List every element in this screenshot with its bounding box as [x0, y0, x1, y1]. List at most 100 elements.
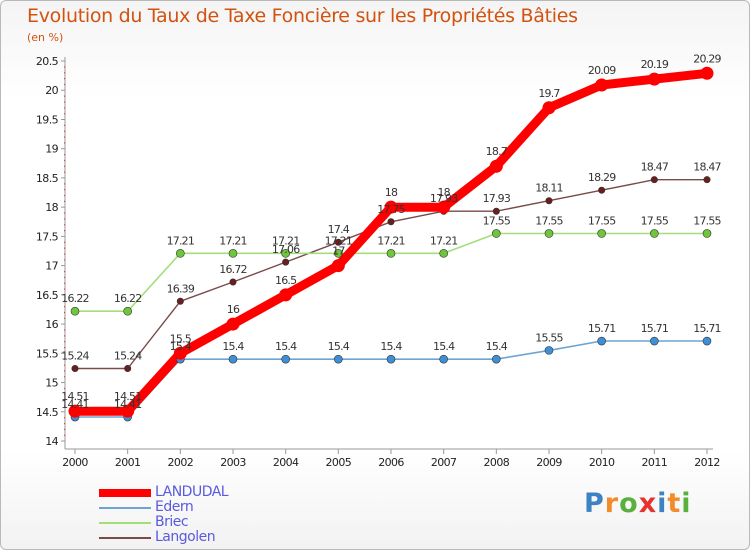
data-label: 17.55 [588, 214, 616, 227]
x-tick-label: 2012 [694, 456, 720, 469]
data-label: 15.4 [486, 340, 508, 353]
y-minor-tick [64, 422, 66, 425]
proxiti-logo: Proxiti [584, 488, 692, 519]
data-point [439, 354, 448, 364]
y-minor-tick [64, 142, 66, 144]
data-point [281, 354, 290, 364]
y-minor-tick [64, 107, 66, 109]
chart-axes [64, 57, 713, 450]
data-label: 18 [385, 186, 398, 199]
data-label: 17.21 [272, 234, 300, 247]
y-minor-tick [64, 224, 66, 226]
y-minor-tick [64, 259, 66, 261]
data-label: 18.7 [486, 145, 508, 158]
data-label: 17.93 [430, 192, 458, 205]
y-tick-label: 14.5 [36, 406, 59, 419]
data-point [282, 258, 290, 266]
y-minor-tick [64, 95, 66, 97]
y-minor-tick [64, 200, 66, 203]
y-minor-tick [64, 393, 66, 395]
x-tick-label: 2001 [115, 456, 141, 469]
data-point [173, 346, 187, 360]
data-point [334, 238, 342, 246]
data-point [387, 218, 395, 226]
data-label: 17.21 [430, 234, 458, 247]
data-label: 15.4 [170, 340, 192, 353]
y-tick-label: 19.5 [36, 113, 59, 126]
data-point [437, 200, 451, 214]
y-minor-tick [64, 317, 66, 319]
x-tick-label: 2003 [220, 456, 246, 469]
data-point [281, 249, 290, 258]
y-minor-tick [64, 306, 66, 308]
data-label: 20.09 [588, 64, 616, 77]
data-point [121, 404, 135, 418]
data-label: 16.22 [114, 292, 142, 305]
y-minor-tick [64, 171, 66, 173]
data-label: 17.55 [535, 214, 563, 227]
data-label: 17.4 [328, 223, 350, 236]
y-minor-tick [64, 329, 66, 331]
data-label: 17 [332, 245, 345, 258]
data-label: 14.51 [114, 390, 142, 403]
x-tick-label: 2011 [642, 456, 668, 469]
y-minor-tick [64, 78, 66, 80]
y-minor-tick [64, 154, 66, 156]
y-tick-label: 19 [45, 143, 58, 156]
y-minor-tick [64, 247, 66, 249]
data-point [650, 229, 659, 238]
legend-swatch-langolen [99, 537, 151, 539]
x-tick-label: 2004 [273, 456, 299, 469]
y-tick-label: 17.5 [36, 230, 59, 243]
y-tick-label: 20 [45, 84, 58, 97]
y-minor-tick [64, 230, 66, 232]
y-minor-tick [64, 136, 66, 138]
legend-label-edern: Edern [155, 499, 194, 515]
x-tick-label: 2002 [168, 456, 194, 469]
data-point [542, 101, 556, 115]
chart-subtitle: (en %) [27, 31, 64, 44]
data-label: 14.41 [61, 398, 89, 411]
logo-letter: t [667, 488, 682, 519]
data-label: 20.19 [641, 58, 669, 71]
data-label: 16.22 [61, 292, 89, 305]
data-label: 17.21 [219, 234, 247, 247]
y-minor-tick [64, 66, 66, 68]
data-point [279, 288, 293, 302]
x-tick-label: 2009 [536, 456, 562, 469]
data-point [597, 229, 606, 238]
y-minor-tick [64, 405, 66, 407]
data-label: 15.71 [693, 322, 721, 335]
data-label: 18.11 [535, 182, 563, 195]
data-label: 17.93 [483, 192, 511, 205]
x-tick-label: 2005 [326, 456, 352, 469]
logo-letter: i [681, 488, 692, 519]
y-minor-tick [64, 358, 66, 360]
data-label: 17.55 [483, 214, 511, 227]
data-point [124, 365, 132, 373]
data-point [384, 200, 398, 214]
data-label: 15.4 [222, 340, 244, 353]
y-minor-tick [64, 282, 66, 284]
y-minor-tick [64, 165, 66, 167]
data-point [229, 278, 237, 286]
y-minor-tick [64, 370, 66, 372]
data-label: 14.51 [61, 390, 89, 403]
y-tick-label: 15 [45, 377, 58, 390]
y-tick-label: 17 [45, 260, 58, 273]
x-tick-label: 2010 [589, 456, 615, 469]
y-tick-label: 18.5 [36, 172, 59, 185]
data-label: 15.24 [61, 350, 89, 363]
y-minor-tick [64, 113, 66, 115]
y-tick-label: 16.5 [36, 289, 59, 302]
y-minor-tick [64, 311, 66, 314]
data-label: 15.71 [641, 322, 669, 335]
legend-swatch-landudal [99, 489, 151, 497]
data-point [439, 249, 448, 258]
y-minor-tick [64, 346, 66, 349]
y-tick-label: 20.5 [36, 55, 59, 68]
y-tick-label: 18 [45, 201, 58, 214]
data-point [702, 336, 712, 346]
legend-label-langolen: Langolen [155, 529, 216, 545]
